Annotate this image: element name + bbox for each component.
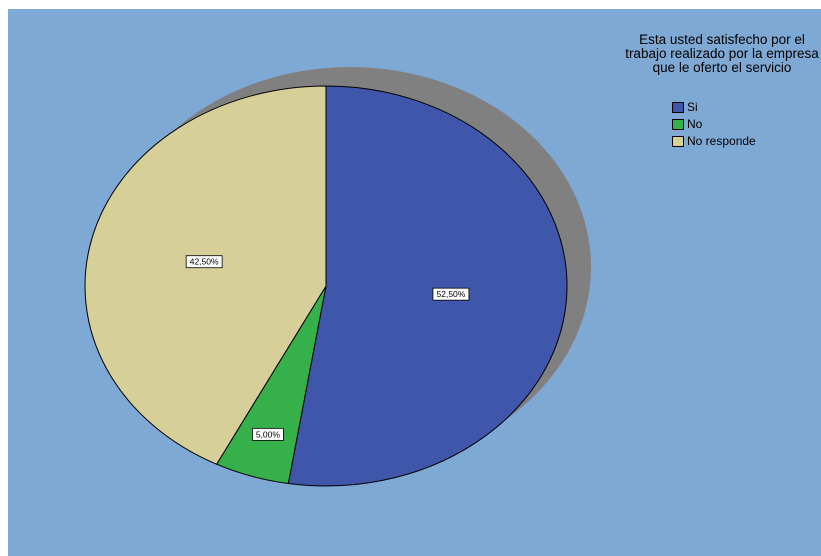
pie-data-label-box: [432, 287, 470, 301]
legend-swatch-si: [672, 102, 684, 113]
pie-data-label-box: [252, 427, 284, 441]
legend-swatch-no-responde: [672, 136, 684, 147]
legend-label-no-responde: No responde: [687, 134, 756, 148]
pie-data-label-box: [185, 255, 223, 269]
pie-data-labels: 52,50% 5,00% 42,50%: [185, 255, 470, 441]
legend-label-si: Si: [687, 100, 698, 114]
pie-slice-si: [287, 85, 568, 487]
pie-slices: [84, 85, 568, 487]
legend-label-no: No: [687, 117, 703, 131]
legend-title: Esta usted satisfecho por el trabajo rea…: [625, 32, 819, 75]
pie-data-label: 42,50%: [190, 257, 219, 267]
pie-slice-no-responde: [84, 85, 327, 465]
pie-data-label: 52,50%: [437, 289, 466, 299]
legend-swatch-no: [672, 119, 684, 130]
pie-data-label: 5,00%: [256, 429, 281, 439]
